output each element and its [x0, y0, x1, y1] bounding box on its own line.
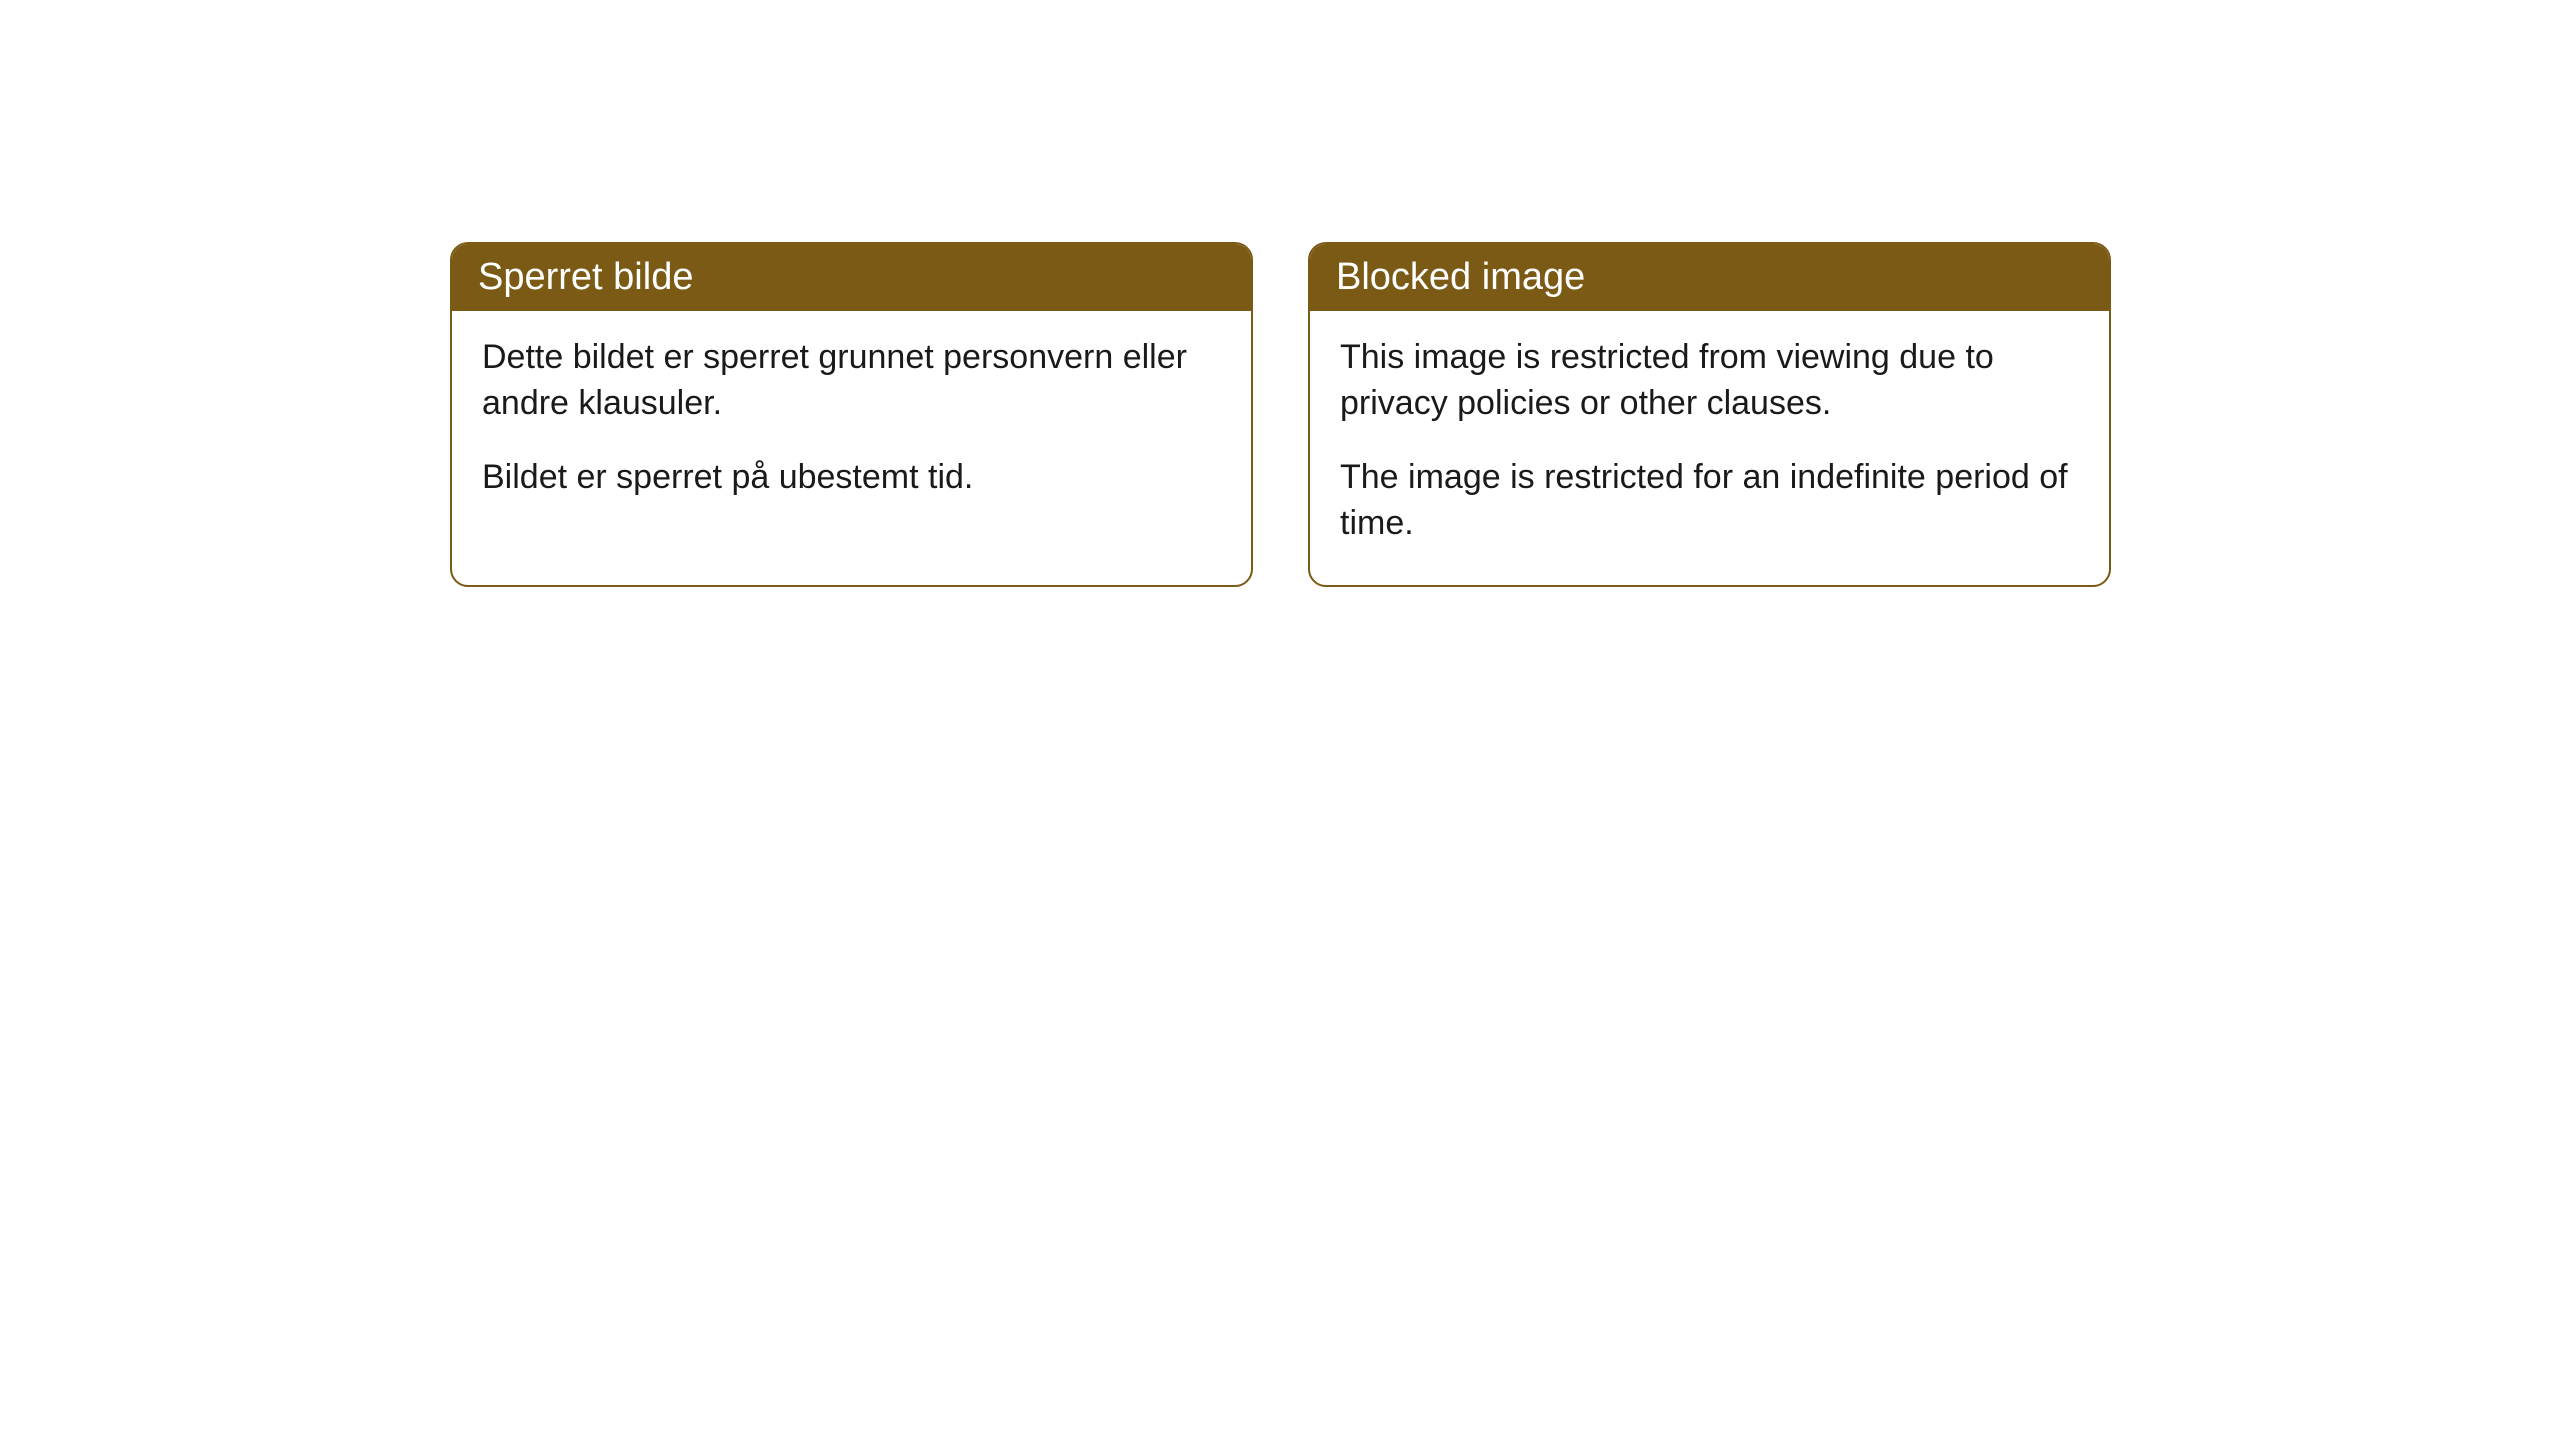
- card-body-english: This image is restricted from viewing du…: [1310, 311, 2109, 585]
- card-paragraph: The image is restricted for an indefinit…: [1340, 455, 2079, 547]
- card-paragraph: Dette bildet er sperret grunnet personve…: [482, 335, 1221, 427]
- card-title-english: Blocked image: [1310, 244, 2109, 311]
- notice-cards-container: Sperret bilde Dette bildet er sperret gr…: [450, 242, 2111, 587]
- notice-card-norwegian: Sperret bilde Dette bildet er sperret gr…: [450, 242, 1253, 587]
- card-paragraph: Bildet er sperret på ubestemt tid.: [482, 455, 1221, 501]
- card-paragraph: This image is restricted from viewing du…: [1340, 335, 2079, 427]
- card-title-norwegian: Sperret bilde: [452, 244, 1251, 311]
- notice-card-english: Blocked image This image is restricted f…: [1308, 242, 2111, 587]
- card-body-norwegian: Dette bildet er sperret grunnet personve…: [452, 311, 1251, 539]
